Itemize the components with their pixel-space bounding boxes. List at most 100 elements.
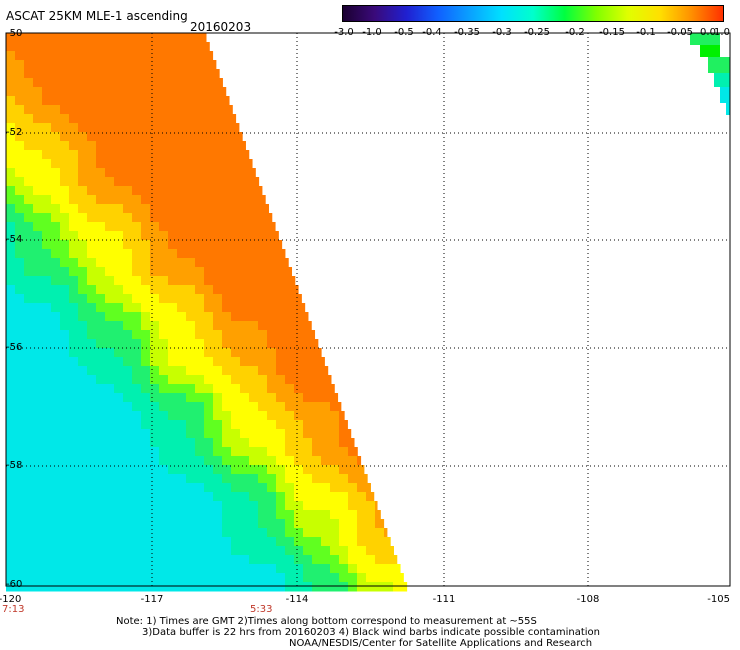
data-cell [321, 582, 331, 592]
data-cell [231, 564, 241, 574]
colorbar-label: -3.0 [334, 27, 354, 38]
data-cell [267, 339, 277, 349]
data-cell [6, 330, 16, 340]
data-cell [348, 501, 358, 511]
data-cell [357, 465, 365, 475]
data-cell [177, 321, 187, 331]
data-cell [177, 195, 187, 205]
data-cell [123, 60, 133, 70]
data-cell [6, 123, 16, 133]
data-cell [303, 303, 306, 313]
data-cell [258, 573, 268, 583]
data-cell [294, 456, 304, 466]
data-cell [60, 555, 70, 565]
data-cell [168, 357, 178, 367]
data-cell [42, 105, 52, 115]
data-cell [339, 492, 349, 502]
data-cell [69, 78, 79, 88]
data-cell [177, 483, 187, 493]
data-cell [150, 60, 160, 70]
data-cell [195, 51, 205, 61]
data-cell [60, 78, 70, 88]
data-cell [141, 33, 151, 43]
data-cell [294, 555, 304, 565]
data-cell [15, 321, 25, 331]
data-cell [69, 105, 79, 115]
data-cell [195, 159, 205, 169]
data-cell [231, 348, 241, 358]
data-cell [231, 321, 241, 331]
data-cell [42, 132, 52, 142]
data-cell [69, 330, 79, 340]
data-cell [366, 564, 376, 574]
data-cell [186, 465, 196, 475]
data-cell [123, 501, 133, 511]
data-cell [159, 60, 169, 70]
data-cell [168, 168, 178, 178]
data-cell [177, 303, 187, 313]
data-cell [105, 375, 115, 385]
data-cell [213, 177, 223, 187]
data-cell [141, 186, 151, 196]
data-cell [204, 285, 214, 295]
data-cell [132, 483, 142, 493]
data-cell [168, 492, 178, 502]
data-cell [51, 438, 61, 448]
data-cell [69, 321, 79, 331]
data-cell [141, 159, 151, 169]
data-cell [258, 249, 268, 259]
data-cell [15, 141, 25, 151]
data-cell [204, 312, 214, 322]
data-cell [267, 402, 277, 412]
data-cell [132, 60, 142, 70]
data-cell [159, 348, 169, 358]
data-cell [123, 339, 133, 349]
data-cell [258, 564, 268, 574]
data-cell [231, 267, 241, 277]
data-cell [114, 123, 124, 133]
data-cell [294, 420, 304, 430]
data-cell [294, 501, 304, 511]
data-cell [177, 258, 187, 268]
data-cell [33, 321, 43, 331]
data-cell [240, 546, 250, 556]
data-cell [159, 465, 169, 475]
data-cell [96, 33, 106, 43]
data-cell [33, 357, 43, 367]
data-cell [114, 339, 124, 349]
data-cell [42, 447, 52, 457]
data-cell [51, 456, 61, 466]
data-cell [222, 258, 232, 268]
data-cell [114, 231, 124, 241]
data-cell [6, 555, 16, 565]
data-cell [141, 330, 151, 340]
data-cell [222, 357, 232, 367]
data-cell [240, 258, 250, 268]
data-cell [222, 555, 232, 565]
data-cell [123, 411, 133, 421]
data-cell [195, 303, 205, 313]
data-cell [366, 483, 371, 493]
data-cell [402, 582, 408, 592]
data-cell [195, 411, 205, 421]
data-cell [195, 555, 205, 565]
data-cell [123, 159, 133, 169]
data-cell [312, 402, 322, 412]
data-cell [240, 321, 250, 331]
data-cell [150, 546, 160, 556]
data-cell [87, 492, 97, 502]
data-cell [105, 447, 115, 457]
data-cell [276, 465, 286, 475]
data-cell [33, 231, 43, 241]
data-cell [231, 375, 241, 385]
data-cell [78, 105, 88, 115]
colorbar-label: -0.1 [636, 27, 656, 38]
data-cell [114, 555, 124, 565]
data-cell [222, 213, 232, 223]
data-cell [123, 150, 133, 160]
data-cell [96, 510, 106, 520]
data-cell [60, 510, 70, 520]
data-cell [204, 213, 214, 223]
data-cell [15, 384, 25, 394]
